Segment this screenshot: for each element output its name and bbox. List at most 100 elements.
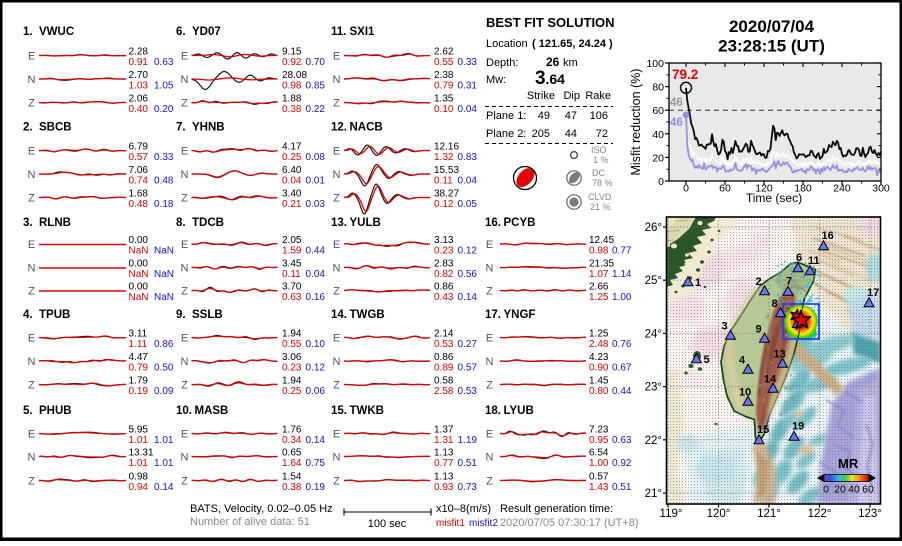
svg-text:Rake: Rake	[585, 90, 611, 102]
svg-text:0.00: 0.00	[129, 235, 149, 246]
svg-text:E: E	[333, 429, 340, 441]
svg-text:N: N	[181, 74, 189, 86]
svg-text:0.44: 0.44	[612, 386, 632, 397]
svg-text:0.94: 0.94	[129, 482, 149, 493]
svg-text:SBCB: SBCB	[39, 122, 72, 134]
svg-text:3.: 3.	[23, 217, 33, 229]
svg-text:0.51: 0.51	[458, 458, 478, 469]
svg-text:Z: Z	[333, 286, 340, 298]
svg-text:0.65: 0.65	[282, 447, 302, 458]
svg-text:ISO: ISO	[591, 145, 607, 155]
svg-text:46: 46	[670, 97, 683, 109]
svg-text:1.05: 1.05	[154, 80, 174, 91]
svg-text:0.27: 0.27	[458, 339, 478, 350]
svg-text:1.14: 1.14	[612, 269, 632, 280]
svg-text:E: E	[333, 239, 340, 251]
svg-text:10.: 10.	[176, 405, 192, 417]
svg-text:5.: 5.	[23, 405, 33, 417]
svg-text:0.48: 0.48	[154, 175, 174, 186]
svg-text:60: 60	[862, 484, 874, 496]
svg-text:0.33: 0.33	[154, 152, 174, 163]
svg-text:2.28: 2.28	[129, 46, 149, 57]
svg-text:Z: Z	[181, 286, 188, 298]
svg-text:4: 4	[739, 355, 746, 367]
svg-text:80: 80	[652, 82, 664, 94]
svg-text:0.00: 0.00	[129, 281, 149, 292]
svg-text:E: E	[28, 239, 35, 251]
svg-text:1.94: 1.94	[282, 375, 302, 386]
svg-text:0.34: 0.34	[282, 435, 302, 446]
svg-text:0.51: 0.51	[612, 482, 632, 493]
svg-text:0.14: 0.14	[154, 482, 174, 493]
svg-text:N: N	[28, 169, 36, 181]
svg-text:1.13: 1.13	[434, 447, 454, 458]
svg-text:0.38: 0.38	[282, 104, 302, 115]
svg-text:N: N	[486, 263, 494, 275]
svg-text:SSLB: SSLB	[192, 309, 223, 321]
svg-text:km: km	[563, 57, 578, 69]
svg-text:11.: 11.	[331, 26, 346, 38]
svg-text:14.: 14.	[331, 309, 347, 321]
svg-text:Plane 2:: Plane 2:	[486, 128, 526, 140]
svg-text:14: 14	[764, 374, 777, 386]
svg-text:2.66: 2.66	[589, 281, 609, 292]
svg-text:Z: Z	[28, 476, 35, 488]
svg-text:Z: Z	[333, 476, 340, 488]
svg-text:Misfit reduction (%): Misfit reduction (%)	[629, 69, 643, 176]
svg-text:10: 10	[739, 387, 751, 399]
svg-text:N: N	[333, 263, 341, 275]
svg-text:E: E	[28, 146, 35, 158]
svg-text:E: E	[181, 239, 188, 251]
svg-text:2.83: 2.83	[434, 258, 454, 269]
svg-text:MR: MR	[838, 456, 859, 471]
svg-text:0.73: 0.73	[458, 482, 478, 493]
svg-text:49: 49	[538, 110, 550, 122]
svg-text:BATS, Velocity, 0.02–0.05 Hz: BATS, Velocity, 0.02–0.05 Hz	[190, 503, 333, 515]
svg-text:Location: Location	[486, 38, 528, 50]
svg-text:0.11: 0.11	[434, 175, 453, 186]
svg-text:2.06: 2.06	[129, 93, 149, 104]
svg-text:1.43: 1.43	[589, 482, 609, 493]
svg-text:78 %: 78 %	[592, 178, 613, 188]
svg-text:2: 2	[756, 276, 762, 288]
svg-text:0.04: 0.04	[282, 175, 302, 186]
svg-text:25°: 25°	[645, 275, 662, 287]
svg-text:47: 47	[565, 110, 577, 122]
svg-text:Z: Z	[181, 380, 188, 392]
svg-text:15.53: 15.53	[434, 165, 459, 176]
svg-text:7.: 7.	[176, 122, 186, 134]
svg-text:0.12: 0.12	[434, 199, 454, 210]
svg-text:0.98: 0.98	[282, 80, 302, 91]
svg-text:3: 3	[722, 321, 728, 333]
svg-text:0.19: 0.19	[306, 482, 326, 493]
svg-text:Result generation time:: Result generation time:	[500, 503, 613, 515]
svg-text:122°: 122°	[808, 508, 832, 520]
svg-text:2020/07/05 07:30:17 (UT+8): 2020/07/05 07:30:17 (UT+8)	[500, 517, 639, 529]
svg-text:N: N	[181, 452, 189, 464]
svg-text:0.20: 0.20	[154, 104, 174, 115]
svg-text:1.01: 1.01	[129, 435, 149, 446]
svg-text:0: 0	[683, 183, 689, 195]
svg-text:.64: .64	[546, 71, 566, 87]
svg-text:0.92: 0.92	[282, 57, 302, 68]
svg-text:misfit1: misfit1	[436, 518, 465, 529]
svg-text:0.04: 0.04	[458, 104, 478, 115]
svg-text:E: E	[28, 429, 35, 441]
svg-text:N: N	[181, 356, 189, 368]
svg-text:2.14: 2.14	[434, 328, 454, 339]
svg-text:28.08: 28.08	[282, 70, 307, 81]
svg-text:misfit2: misfit2	[469, 518, 498, 529]
svg-text:TWGB: TWGB	[350, 309, 385, 321]
svg-text:0.89: 0.89	[434, 362, 454, 373]
svg-text:VWUC: VWUC	[39, 26, 74, 38]
svg-text:3.11: 3.11	[129, 328, 148, 339]
svg-text:Number of alive data: 51: Number of alive data: 51	[190, 516, 310, 528]
svg-text:YHNB: YHNB	[192, 122, 225, 134]
svg-text:Strike: Strike	[527, 90, 555, 102]
svg-text:3.45: 3.45	[282, 258, 302, 269]
svg-text:E: E	[181, 333, 188, 345]
svg-text:1.01: 1.01	[154, 435, 174, 446]
svg-text:0.53: 0.53	[434, 339, 454, 350]
svg-text:0.86: 0.86	[434, 352, 454, 363]
svg-text:1.68: 1.68	[129, 188, 149, 199]
